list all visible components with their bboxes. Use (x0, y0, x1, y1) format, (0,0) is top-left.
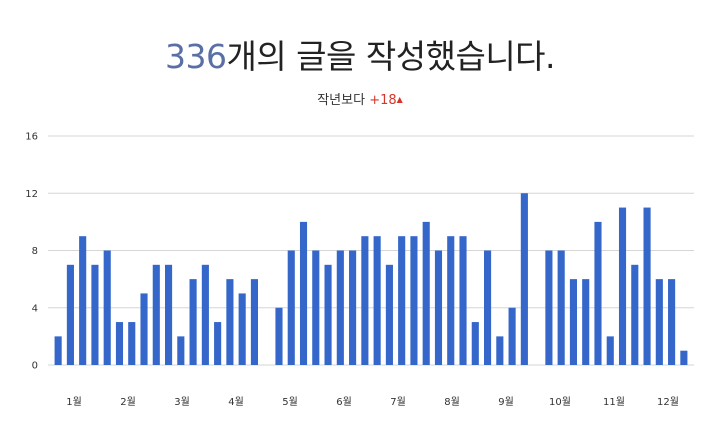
x-tick-label: 12월 (657, 396, 679, 408)
y-tick-label: 8 (32, 246, 38, 257)
headline-text: 개의 글을 작성했습니다. (226, 37, 556, 76)
bar (238, 293, 246, 365)
bar (520, 193, 528, 365)
compare-delta: +18 (369, 93, 397, 108)
up-arrow-icon: ▲ (396, 95, 403, 104)
bar (385, 264, 393, 365)
bar (545, 250, 553, 365)
bar (410, 236, 418, 365)
bar (189, 279, 197, 365)
bar (557, 250, 565, 365)
bar (287, 250, 295, 365)
bar (643, 207, 651, 365)
bar (680, 350, 688, 365)
bar (582, 279, 590, 365)
bar (434, 250, 443, 365)
bar (324, 264, 332, 365)
bar (91, 264, 99, 365)
bar (115, 322, 124, 365)
bar (349, 250, 357, 365)
bars (54, 193, 688, 365)
bar (471, 322, 479, 365)
bar (177, 336, 185, 365)
x-tick-label: 7월 (390, 396, 406, 408)
bar (299, 221, 308, 365)
bar (164, 264, 173, 365)
bar (103, 250, 111, 365)
bar (422, 221, 430, 365)
x-tick-label: 2월 (120, 396, 136, 408)
bar (79, 236, 87, 365)
x-tick-label: 3월 (174, 396, 190, 408)
bar (606, 336, 614, 365)
x-tick-label: 11월 (603, 396, 625, 408)
x-tick-label: 5월 (282, 396, 298, 408)
y-tick-label: 4 (32, 303, 38, 314)
bar (152, 264, 160, 365)
bar (214, 322, 222, 365)
bar (483, 250, 492, 365)
x-axis-ticks: 1월 2월 3월 4월 5월 6월 7월 8월 9월 10월 11월 12월 (66, 396, 679, 408)
x-tick-label: 6월 (336, 396, 352, 408)
bar (447, 236, 455, 365)
bar (398, 236, 406, 365)
y-tick-label: 16 (25, 132, 38, 143)
bar (373, 236, 381, 365)
x-tick-label: 9월 (498, 396, 514, 408)
x-tick-label: 10월 (549, 396, 571, 408)
y-tick-label: 12 (25, 189, 38, 200)
bar (594, 221, 602, 365)
x-tick-label: 1월 (66, 396, 82, 408)
compare-label: 작년보다 (317, 93, 366, 108)
bar (312, 250, 320, 365)
bar (618, 207, 627, 365)
bar (128, 322, 136, 365)
bar (459, 236, 467, 365)
bar (250, 279, 259, 365)
bar (226, 279, 234, 365)
bar (508, 307, 516, 365)
x-tick-label: 4월 (228, 396, 244, 408)
y-axis-ticks: 0 4 8 12 16 (25, 132, 38, 372)
bar (569, 279, 578, 365)
bar (496, 336, 504, 365)
bar (275, 307, 283, 365)
bar (361, 236, 369, 365)
bar (140, 293, 148, 365)
post-count: 336 (164, 37, 227, 76)
bar (655, 279, 663, 365)
yoy-comparison: 작년보다 +18▲ (0, 89, 720, 108)
bar (336, 250, 344, 365)
bar (668, 279, 676, 365)
bar (201, 264, 209, 365)
bar (66, 264, 74, 365)
summary-headline: 336개의 글을 작성했습니다. (0, 30, 720, 78)
bar (631, 264, 639, 365)
bar (54, 336, 62, 365)
weekly-posts-bar-chart: 0 4 8 12 16 1월 2월 3월 4월 5월 6월 7월 8월 9월 10월 11월 12월 (25, 132, 694, 408)
x-tick-label: 8월 (444, 396, 460, 408)
y-tick-label: 0 (32, 361, 38, 372)
